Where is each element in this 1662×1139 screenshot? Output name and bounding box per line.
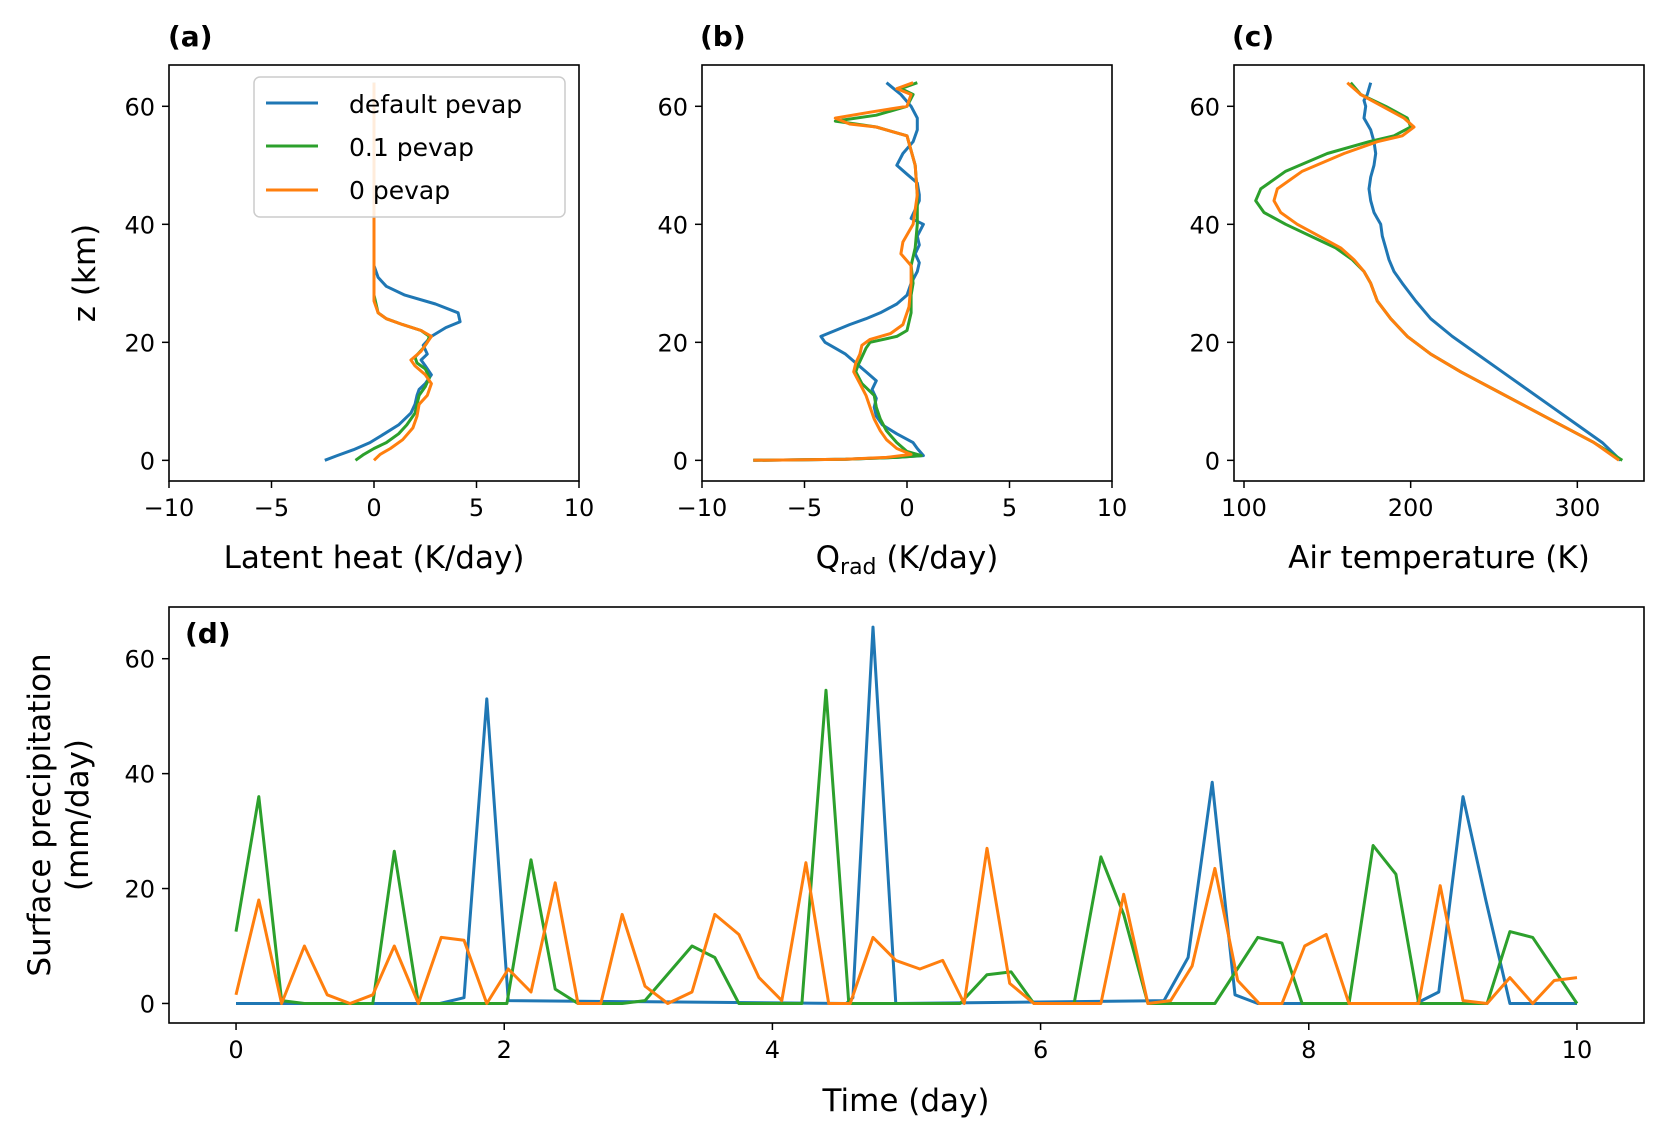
panel-a-xlabel: Latent heat (K/day) bbox=[224, 540, 525, 576]
panel-b-ytick-label-3: 60 bbox=[657, 93, 688, 121]
panel-c-series-default bbox=[1362, 82, 1622, 462]
panel-b-xtick-label-0: −10 bbox=[677, 494, 728, 522]
panel-a-xtick-label-2: 0 bbox=[366, 494, 381, 522]
panel-b-ytick-label-2: 40 bbox=[657, 211, 688, 239]
panel-a-xtick-label-1: −5 bbox=[254, 494, 289, 522]
panel-b-xtick-label-1: −5 bbox=[787, 494, 822, 522]
panel-c-ytick-label-3: 60 bbox=[1189, 93, 1220, 121]
panel-a-series-default bbox=[324, 82, 462, 462]
panel-c-xtick-label-1: 200 bbox=[1388, 494, 1434, 522]
panel-b-xtick-label-4: 10 bbox=[1097, 494, 1128, 522]
panel-d-xtick-label-0: 0 bbox=[228, 1036, 243, 1064]
panel-d-xtick-label-4: 8 bbox=[1301, 1036, 1316, 1064]
panel-b-xlabel-sub: rad bbox=[840, 555, 877, 580]
legend: default pevap 0.1 pevap 0 pevap bbox=[253, 76, 566, 218]
panel-a-ticks: −10 −5 0 5 10 0 20 40 60 bbox=[124, 93, 594, 522]
legend-box bbox=[253, 76, 566, 218]
panel-c-series-0 bbox=[1272, 81, 1620, 462]
legend-label-0.1: 0.1 pevap bbox=[349, 133, 474, 162]
panel-d-xtick-label-5: 10 bbox=[1562, 1036, 1593, 1064]
panel-c-xtick-label-0: 100 bbox=[1221, 494, 1267, 522]
panel-d-ytick-label-0: 0 bbox=[140, 990, 155, 1018]
panel-c-ytick-label-1: 20 bbox=[1189, 329, 1220, 357]
panel-d-ticks: 0 2 4 6 8 10 0 20 40 60 bbox=[124, 646, 1592, 1064]
panel-b-ytick-label-1: 20 bbox=[657, 329, 688, 357]
panel-b-series-default bbox=[753, 81, 925, 462]
panel-b-frame bbox=[701, 64, 1113, 482]
panel-d-series-default bbox=[236, 625, 1577, 1005]
panel-d-xtick-label-3: 6 bbox=[1033, 1036, 1048, 1064]
panel-b-xtick-label-3: 5 bbox=[1002, 494, 1017, 522]
panel-a-ytick-label-1: 20 bbox=[124, 329, 155, 357]
panel-d-ytick-label-1: 20 bbox=[124, 876, 155, 904]
panel-c-xlabel: Air temperature (K) bbox=[1288, 540, 1590, 576]
panel-a: (a) −10 −5 0 5 10 0 20 40 60 default pevap 0.1 p… bbox=[67, 20, 594, 576]
panel-a-ylabel: z (km) bbox=[67, 224, 103, 322]
panel-b-ytick-label-0: 0 bbox=[673, 447, 688, 475]
panel-a-xtick-label-4: 10 bbox=[564, 494, 595, 522]
panel-a-frame bbox=[168, 64, 580, 482]
panel-d-lines bbox=[234, 625, 1579, 1005]
panel-d-ytick-label-3: 60 bbox=[124, 646, 155, 674]
legend-label-default: default pevap bbox=[349, 90, 522, 119]
panel-d-ytick-label-2: 40 bbox=[124, 761, 155, 789]
panel-c-xtick-label-2: 300 bbox=[1554, 494, 1600, 522]
panel-c-label: (c) bbox=[1232, 20, 1274, 53]
panel-d-xlabel: Time (day) bbox=[822, 1083, 990, 1119]
panel-b-label: (b) bbox=[700, 20, 746, 53]
panel-d-frame bbox=[168, 606, 1645, 1024]
panel-a-ytick-label-0: 0 bbox=[140, 447, 155, 475]
panel-b-lines bbox=[753, 81, 925, 462]
panel-c-frame bbox=[1233, 64, 1645, 482]
panel-c-lines bbox=[1254, 81, 1624, 462]
panel-b-ticks: −10 −5 0 5 10 0 20 40 60 bbox=[657, 93, 1127, 522]
panel-b-xlabel-unit: (K/day) bbox=[877, 540, 999, 576]
panel-a-lines bbox=[324, 82, 462, 462]
panel-b-xlabel: Qrad (K/day) bbox=[816, 540, 999, 580]
panel-d: 0 2 4 6 8 10 0 20 40 60 (d) Time (day) Surface pr… bbox=[22, 606, 1645, 1119]
panel-c-ytick-label-0: 0 bbox=[1205, 447, 1220, 475]
panel-c: (c) 100 200 300 0 20 40 60 Air temperature (K) bbox=[1189, 20, 1645, 576]
panel-a-series-0 bbox=[372, 82, 433, 462]
panel-d-ylabel-units: (mm/day) bbox=[60, 739, 96, 891]
panel-d-xtick-label-1: 2 bbox=[497, 1036, 512, 1064]
panel-d-series-0 bbox=[234, 846, 1578, 1005]
panel-a-ytick-label-3: 60 bbox=[124, 93, 155, 121]
panel-b-xtick-label-2: 0 bbox=[899, 494, 914, 522]
panel-d-ylabel: Surface precipitation bbox=[22, 653, 58, 976]
panel-a-xtick-label-0: −10 bbox=[144, 494, 195, 522]
panel-b: (b) −10 −5 0 5 10 0 20 40 60 Qrad (K/day) bbox=[657, 20, 1127, 580]
panel-c-ytick-label-2: 40 bbox=[1189, 211, 1220, 239]
panel-d-xtick-label-2: 4 bbox=[765, 1036, 780, 1064]
legend-label-0: 0 pevap bbox=[349, 176, 450, 205]
panel-b-series-0 bbox=[753, 81, 919, 462]
panel-d-series-0.1 bbox=[234, 688, 1579, 1005]
panel-d-label: (d) bbox=[185, 617, 231, 650]
panel-a-label: (a) bbox=[168, 20, 213, 53]
panel-a-ytick-label-2: 40 bbox=[124, 211, 155, 239]
panel-c-ticks: 100 200 300 0 20 40 60 bbox=[1189, 93, 1600, 522]
panel-a-xtick-label-3: 5 bbox=[469, 494, 484, 522]
panel-b-xlabel-main: Q bbox=[816, 540, 840, 576]
